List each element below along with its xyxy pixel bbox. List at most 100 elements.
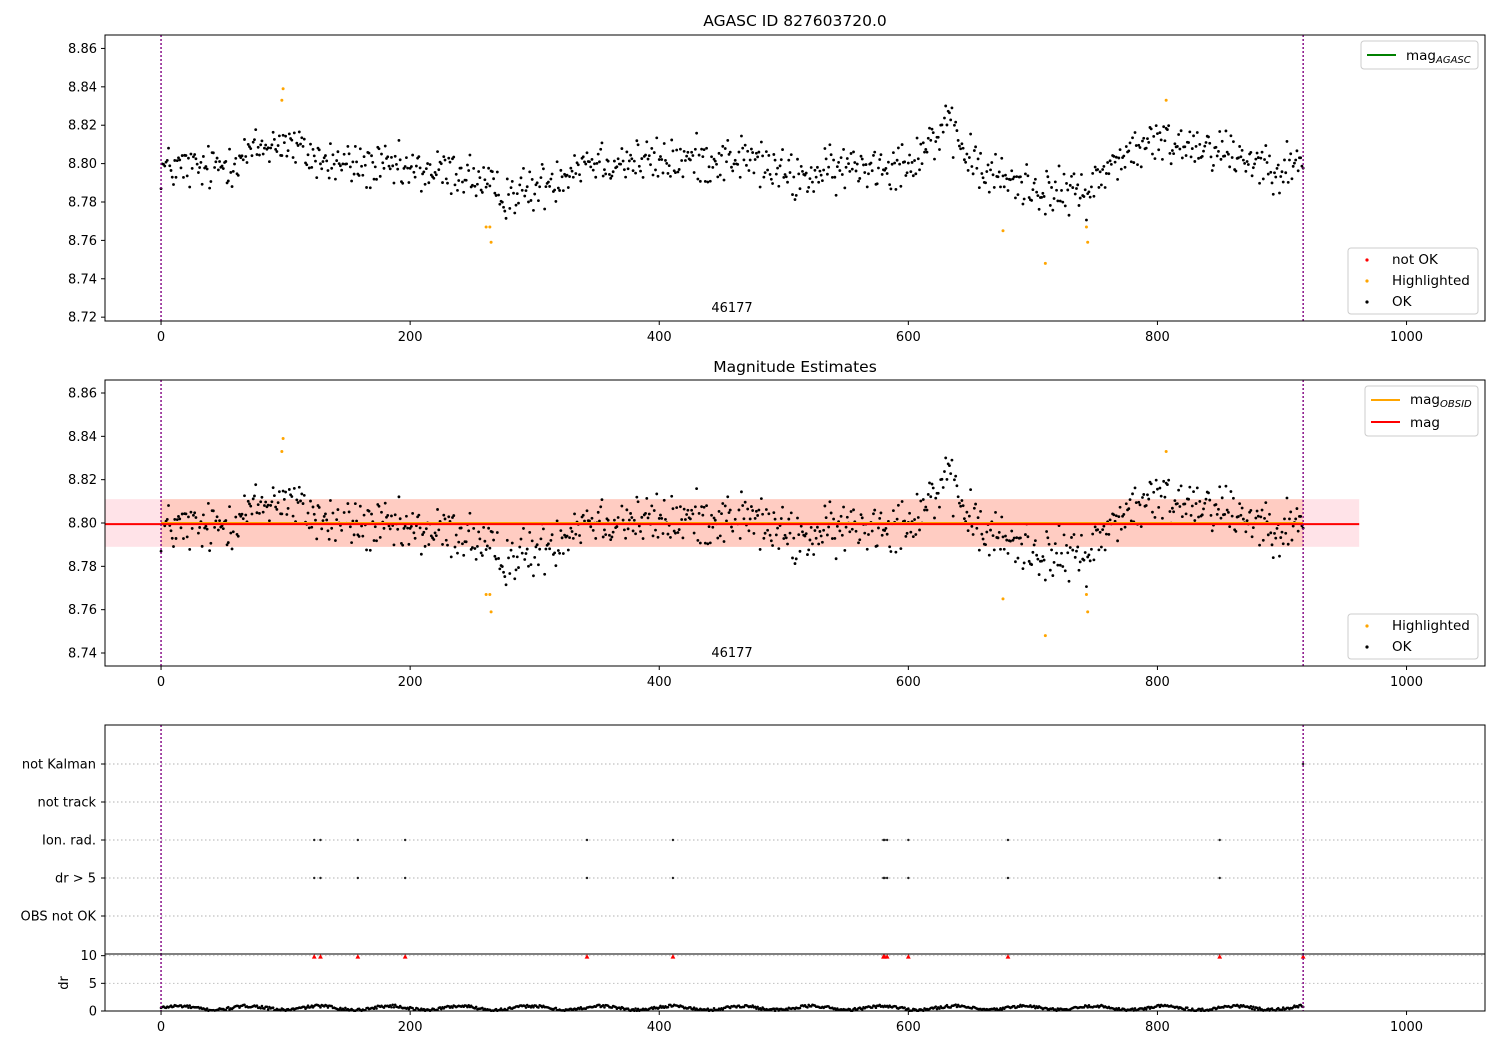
top-ok-point-590 — [894, 187, 898, 191]
top-ok-point-204 — [413, 175, 417, 179]
middle-ok-point-755 — [1099, 545, 1103, 549]
top-ok-point-489 — [768, 173, 772, 176]
middle-ok-point-472 — [747, 529, 751, 533]
top-ok-point-786 — [1138, 146, 1142, 149]
top-ok-point-731 — [1070, 175, 1073, 178]
top-ok-point-113 — [300, 136, 304, 140]
dr-point-782 — [1133, 1007, 1137, 1010]
middle-ok-point-756 — [1101, 528, 1105, 532]
top-ytick-label-8.78: 8.78 — [68, 195, 97, 210]
top-ok-point-378 — [630, 157, 634, 161]
middle-ok-point-694 — [1024, 533, 1027, 536]
dr-point-186 — [391, 1003, 395, 1007]
middle-ok-point-495 — [776, 526, 779, 530]
middle-ok-point-672 — [996, 536, 1000, 540]
flag-point-2-3 — [403, 838, 407, 842]
top-ok-point-467 — [741, 146, 745, 150]
middle-ok-point-26 — [192, 513, 195, 517]
top-ok-point-707 — [1040, 195, 1044, 199]
top-ok-point-17 — [180, 154, 184, 157]
middle-ok-point-36 — [204, 524, 208, 528]
middle-ok-point-314 — [550, 533, 554, 537]
middle-ok-point-319 — [556, 549, 560, 552]
middle-ok-point-98 — [281, 489, 285, 493]
top-ok-point-828 — [1190, 147, 1194, 150]
middle-ok-point-177 — [380, 510, 383, 514]
top-ok-point-42 — [211, 151, 215, 155]
top-ok-point-386 — [640, 157, 644, 160]
top-ok-point-551 — [845, 157, 849, 160]
flag-point-2-11 — [1218, 838, 1221, 842]
top-ok-point-172 — [373, 165, 377, 169]
middle-xtick-label-600: 600 — [896, 675, 921, 690]
top-ok-point-656 — [976, 157, 980, 161]
top-ok-point-248 — [468, 153, 472, 157]
top-ok-point-364 — [613, 159, 616, 163]
top-ok-point-154 — [351, 160, 355, 164]
top-ok-point-688 — [1016, 193, 1020, 197]
top-ok-point-887 — [1264, 144, 1268, 147]
top-ok-point-491 — [771, 182, 774, 185]
middle-ok-point-880 — [1255, 509, 1259, 513]
middle-ok-point-838 — [1203, 501, 1207, 505]
middle-ok-point-429 — [693, 505, 697, 509]
flag-point-3-5 — [671, 876, 675, 880]
top-ok-point-860 — [1230, 156, 1234, 159]
middle-ok-point-421 — [683, 518, 687, 521]
top-ok-point-278 — [505, 177, 509, 181]
top-ok-point-408 — [667, 164, 671, 168]
dr-point-909 — [1291, 1006, 1295, 1009]
middle-ok-point-12 — [174, 537, 178, 540]
top-ok-point-287 — [517, 201, 520, 205]
top-ok-point-417 — [679, 147, 682, 151]
middle-ok-point-320 — [558, 551, 562, 555]
panel-middle: Magnitude Estimates 0 200 400 600 800 1000 8.… — [68, 358, 1486, 690]
middle-ok-point-480 — [757, 508, 761, 512]
top-ok-point-390 — [645, 140, 649, 144]
middle-ok-point-762 — [1108, 518, 1112, 522]
middle-ok-point-163 — [362, 513, 366, 517]
middle-ok-point-8 — [169, 529, 173, 533]
top-ok-point-666 — [989, 168, 992, 172]
middle-ok-point-293 — [524, 552, 528, 555]
top-ok-point-77 — [255, 153, 259, 156]
middle-ok-point-529 — [818, 530, 822, 533]
top-ok-point-529 — [818, 169, 822, 173]
top-ytick-label-8.82: 8.82 — [68, 119, 97, 134]
top-ok-point-839 — [1204, 141, 1208, 144]
middle-ok-point-887 — [1264, 501, 1268, 505]
top-ok-point-383 — [636, 143, 640, 147]
middle-ok-point-394 — [650, 504, 654, 508]
middle-ok-point-68 — [244, 513, 248, 517]
top-ok-point-266 — [490, 170, 494, 174]
legend-mag-obsid-label: magOBSID — [1410, 392, 1472, 410]
top-ok-point-836 — [1200, 154, 1204, 158]
middle-ok-point-858 — [1228, 525, 1232, 529]
top-ok-point-173 — [375, 177, 378, 181]
flag-point-3-10 — [1006, 876, 1010, 880]
top-ok-point-892 — [1270, 181, 1274, 185]
middle-ok-point-622 — [934, 496, 938, 500]
top-ok-point-844 — [1210, 169, 1214, 172]
middle-ok-point-499 — [781, 505, 784, 509]
top-ok-point-502 — [784, 175, 788, 179]
top-ok-point-22 — [187, 156, 190, 160]
middle-ok-point-360 — [608, 533, 611, 537]
top-ok-point-631 — [945, 123, 949, 127]
top-ok-point-817 — [1177, 133, 1181, 136]
top-ok-point-629 — [943, 116, 946, 120]
middle-ok-point-78 — [256, 503, 260, 507]
dr-point-21 — [185, 1004, 189, 1007]
dr-flag-marker-3 — [402, 954, 408, 959]
middle-ok-point-898 — [1278, 554, 1281, 558]
top-ok-point-515 — [801, 169, 804, 173]
middle-ok-point-307 — [542, 527, 545, 531]
middle-ok-point-524 — [812, 553, 816, 556]
top-ok-point-897 — [1276, 163, 1280, 167]
top-ok-point-457 — [728, 150, 732, 154]
top-ok-point-363 — [611, 170, 615, 174]
middle-ok-point-33 — [200, 544, 204, 548]
dr-point-802 — [1158, 1005, 1162, 1009]
top-ok-point-915 — [1299, 156, 1303, 160]
